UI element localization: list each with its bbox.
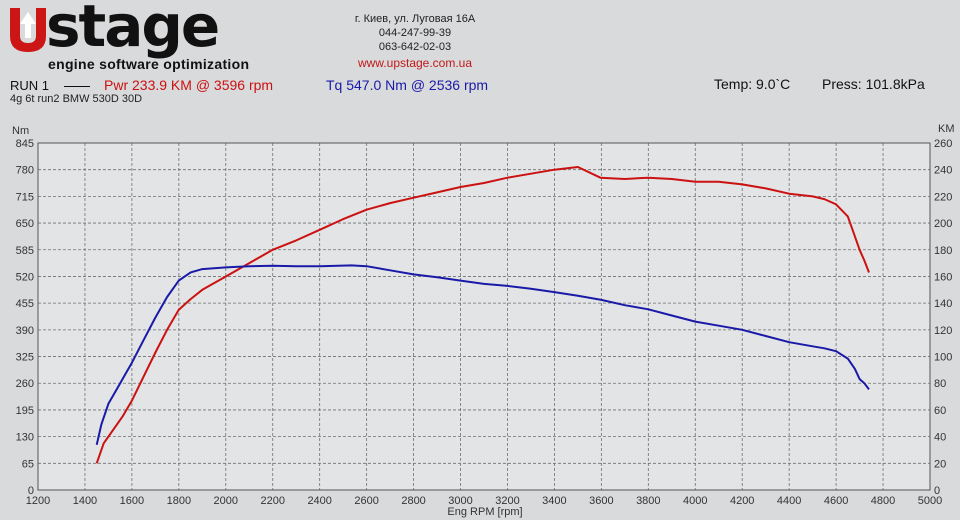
contact-phone-2: 063-642-02-03: [378, 41, 452, 53]
right-tick-label: 220: [934, 191, 952, 203]
right-tick-label: 80: [934, 378, 946, 390]
left-tick-label: 195: [16, 405, 34, 417]
grid-lines: [37, 142, 931, 491]
contact-phone-1: 044-247-99-39: [378, 27, 452, 39]
series-line-tq: [95, 264, 870, 446]
u-arrow-logo-mark: [10, 8, 46, 52]
right-tick-label: 100: [934, 352, 952, 364]
logo-brand-text: stage: [46, 0, 220, 60]
x-tick-label: 4200: [730, 495, 754, 507]
contact-block: г. Киев, ул. Луговая 16А 044-247-99-39 0…: [330, 12, 500, 70]
upstage-logo: stage engine software optimization: [6, 0, 306, 72]
x-tick-label: 2600: [354, 495, 378, 507]
logo-tagline: engine software optimization: [48, 56, 250, 72]
plot-background: [38, 143, 930, 490]
x-tick-label: 3800: [636, 495, 660, 507]
x-tick-label: 4600: [824, 495, 848, 507]
x-tick-label: 1200: [26, 495, 50, 507]
x-tick-label: 2200: [260, 495, 284, 507]
x-tick-label: 3000: [448, 495, 472, 507]
left-tick-label: 260: [16, 378, 34, 390]
x-tick-label: 4800: [871, 495, 895, 507]
right-tick-label: 40: [934, 432, 946, 444]
right-tick-label: 20: [934, 458, 946, 470]
run-legend-line: [64, 86, 90, 87]
x-tick-label: 4400: [777, 495, 801, 507]
x-tick-label: 4000: [683, 495, 707, 507]
right-tick-label: 260: [934, 138, 952, 150]
left-tick-label: 585: [16, 245, 34, 257]
x-tick-label: 2000: [214, 495, 238, 507]
x-tick-label: 2800: [401, 495, 425, 507]
temperature-readout: Temp: 9.0`C: [714, 76, 791, 92]
right-tick-label: 140: [934, 298, 952, 310]
series-lines: [95, 166, 870, 464]
vehicle-description: 4g 6t run2 BMW 530D 30D: [10, 93, 143, 105]
run-label: RUN 1: [10, 78, 50, 93]
right-tick-label: 240: [934, 165, 952, 177]
tick-labels: 1200 1400 1600 1800 2000 2200 2400 2600 2800 3000…: [16, 138, 953, 507]
left-tick-label: 0: [28, 485, 34, 497]
right-tick-label: 200: [934, 218, 952, 230]
x-axis-label: Eng RPM [rpm]: [447, 506, 522, 518]
right-tick-label: 60: [934, 405, 946, 417]
series-line-pwr: [95, 166, 870, 464]
left-tick-label: 390: [16, 325, 34, 337]
x-tick-label: 5000: [918, 495, 942, 507]
x-tick-label: 1400: [73, 495, 97, 507]
contact-address: г. Киев, ул. Луговая 16А: [354, 13, 476, 25]
x-tick-label: 1800: [167, 495, 191, 507]
left-tick-label: 65: [22, 458, 34, 470]
contact-website: www.upstage.com.ua: [357, 56, 473, 70]
right-tick-label: 160: [934, 271, 952, 283]
left-tick-label: 455: [16, 298, 34, 310]
x-tick-label: 3600: [589, 495, 613, 507]
left-tick-label: 130: [16, 432, 34, 444]
torque-summary: Tq 547.0 Nm @ 2536 rpm: [326, 77, 489, 93]
right-tick-label: 120: [934, 325, 952, 337]
left-tick-label: 650: [16, 218, 34, 230]
right-tick-label: 0: [934, 485, 940, 497]
power-summary: Pwr 233.9 KM @ 3596 rpm: [104, 77, 274, 93]
left-tick-label: 520: [16, 271, 34, 283]
x-tick-label: 3200: [495, 495, 519, 507]
left-tick-label: 715: [16, 191, 34, 203]
x-tick-label: 2400: [307, 495, 331, 507]
right-tick-label: 180: [934, 245, 952, 257]
right-axis-unit: KM: [938, 123, 955, 135]
x-tick-label: 3400: [542, 495, 566, 507]
left-tick-label: 780: [16, 165, 34, 177]
left-tick-label: 325: [16, 352, 34, 364]
left-axis-unit: Nm: [12, 125, 29, 137]
x-tick-label: 1600: [120, 495, 144, 507]
left-tick-label: 845: [16, 138, 34, 150]
plot-frame: [37, 142, 931, 491]
pressure-readout: Press: 101.8kPa: [822, 76, 925, 92]
